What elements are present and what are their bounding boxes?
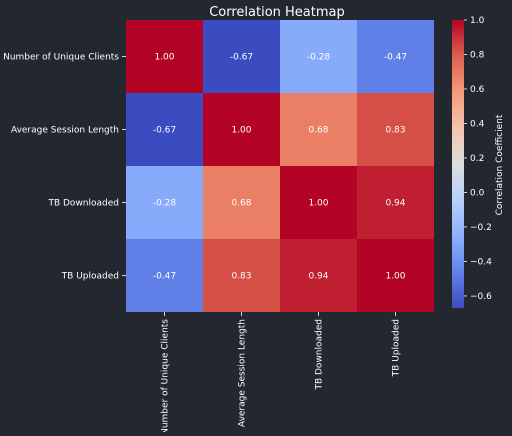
row-labels: Number of Unique Clients Average Session …: [3, 53, 126, 282]
cell-value-label: 0.68: [308, 126, 328, 136]
cell-value-label: 1.00: [231, 126, 251, 136]
heatmap-cell: [280, 239, 357, 312]
column-label: TB Uploaded: [392, 319, 402, 377]
heatmap-cell: [280, 166, 357, 239]
column-label: TB Downloaded: [315, 319, 325, 391]
heatmap-cells: 1.00 -0.67 -0.28 -0.47 -0.67 1.00 0.68 0.83 -0.2…: [126, 20, 434, 312]
colorbar-tick-label: −0.2: [470, 223, 492, 233]
row-label: TB Uploaded: [61, 272, 119, 282]
cell-value-label: 0.83: [231, 272, 251, 282]
column-label: Average Session Length: [238, 319, 248, 427]
row-label: TB Downloaded: [47, 199, 119, 209]
cell-value-label: 1.00: [385, 272, 405, 282]
row-label: Average Session Length: [11, 126, 119, 136]
colorbar-tick-label: 1.0: [470, 16, 485, 26]
colorbar-tick-label: 0.0: [470, 188, 485, 198]
cell-value-label: -0.28: [153, 199, 177, 209]
colorbar-tick-label: 0.2: [470, 154, 484, 164]
column-label: Number of Unique Clients: [161, 319, 171, 432]
cell-value-label: -0.47: [384, 53, 407, 63]
cell-value-label: -0.67: [230, 53, 253, 63]
heatmap-cell: [126, 166, 203, 239]
cell-value-label: -0.67: [153, 126, 176, 136]
heatmap-cell: [357, 93, 434, 166]
heatmap-cell: [126, 239, 203, 312]
heatmap-cell: [203, 166, 280, 239]
colorbar: 1.0 0.8 0.6 0.4 0.2 0.0 −0.2 −0.4 −0.6: [452, 16, 492, 308]
cell-value-label: -0.47: [153, 272, 176, 282]
column-labels: Number of Unique Clients Average Session …: [161, 312, 402, 435]
heatmap-cell: [203, 20, 280, 93]
colorbar-gradient: [452, 20, 464, 308]
row-label: Number of Unique Clients: [3, 53, 119, 63]
cell-value-label: 0.68: [231, 199, 251, 209]
heatmap-cell: [126, 93, 203, 166]
colorbar-tick-label: 0.6: [470, 85, 485, 95]
cell-value-label: -0.28: [307, 53, 331, 63]
chart-title: Correlation Heatmap: [209, 5, 345, 20]
colorbar-tick-label: −0.6: [470, 292, 492, 302]
cell-value-label: 0.94: [385, 199, 405, 209]
cell-value-label: 0.94: [308, 272, 328, 282]
colorbar-tick-label: 0.8: [470, 50, 485, 60]
heatmap-cell: [126, 20, 203, 93]
heatmap-cell: [357, 239, 434, 312]
heatmap-cell: [357, 166, 434, 239]
cell-value-label: 1.00: [308, 199, 328, 209]
heatmap-cell: [280, 93, 357, 166]
heatmap-cell: [203, 239, 280, 312]
cell-value-label: 1.00: [154, 53, 174, 63]
heatmap-cell: [203, 93, 280, 166]
heatmap-cell: [357, 20, 434, 93]
colorbar-label: Correlation Coefficient: [495, 114, 505, 215]
heatmap-cell: [280, 20, 357, 93]
cell-value-label: 0.83: [385, 126, 405, 136]
colorbar-tick-label: 0.4: [470, 119, 485, 129]
colorbar-tick-label: −0.4: [470, 257, 492, 267]
